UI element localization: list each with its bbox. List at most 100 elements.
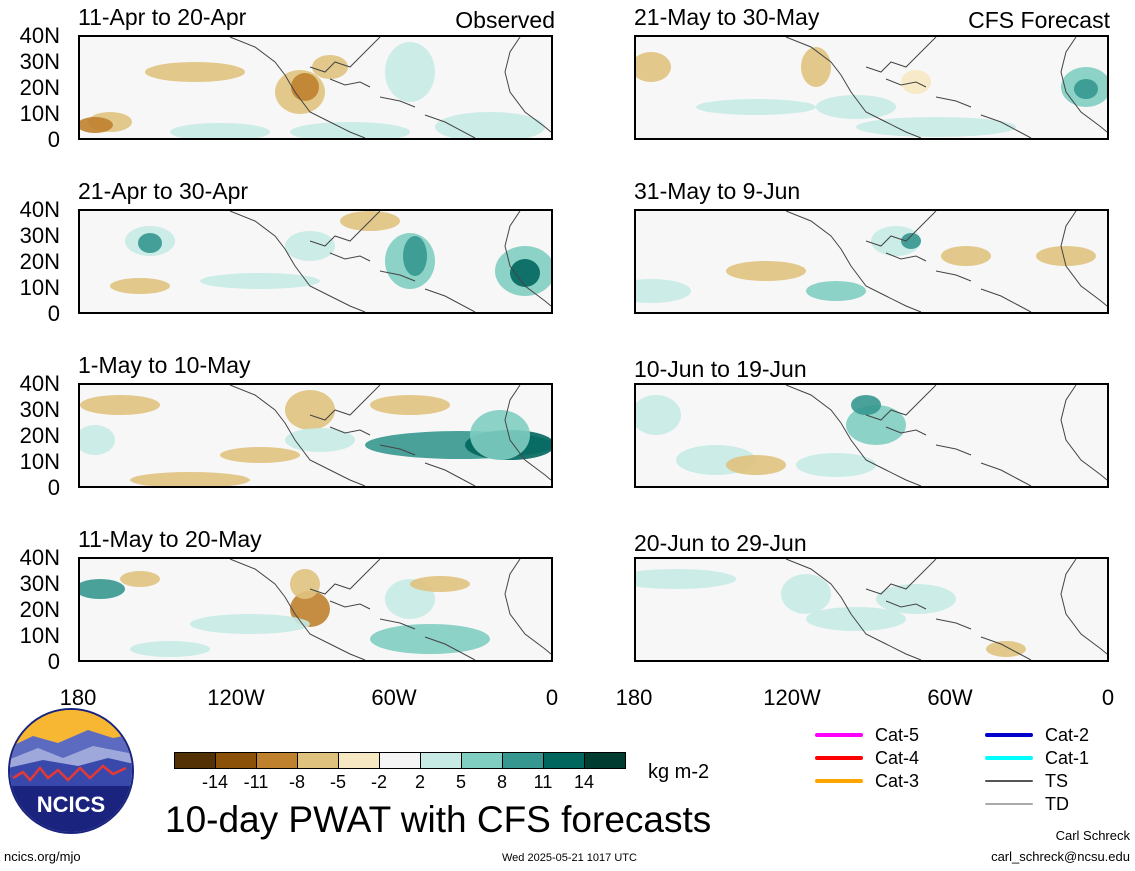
legend-label: TD xyxy=(1045,794,1069,814)
lat-label: 30N xyxy=(19,397,60,422)
colorbar-swatch xyxy=(584,752,626,769)
footer-timestamp: Wed 2025-05-21 1017 UTC xyxy=(502,852,637,864)
anomaly-blob xyxy=(510,259,540,287)
coastline xyxy=(329,426,371,436)
coastline xyxy=(379,96,416,108)
panel-tag: Observed xyxy=(455,7,555,33)
coastline xyxy=(424,288,476,312)
colorbar-label: 14 xyxy=(573,772,595,792)
anomaly-blob xyxy=(130,472,250,486)
colorbar-swatch xyxy=(543,752,585,769)
legend-label: Cat-2 xyxy=(1045,725,1090,745)
coastline xyxy=(309,559,381,595)
footer-author: Carl Schreck xyxy=(1055,828,1130,843)
legend-swatch xyxy=(815,756,863,760)
lat-label: 20N xyxy=(19,423,60,448)
coastline xyxy=(865,37,937,73)
map-field xyxy=(80,37,551,138)
lat-label: 40N xyxy=(19,545,60,570)
map-field xyxy=(636,559,1107,660)
anomaly-blob xyxy=(796,453,876,477)
legend-swatch xyxy=(815,733,863,737)
coastline xyxy=(980,288,1032,312)
coastline xyxy=(865,385,937,421)
coastline xyxy=(885,252,927,262)
coastline xyxy=(1060,37,1107,133)
coastline xyxy=(935,618,972,630)
coastline xyxy=(785,385,922,486)
panel-title: 11-Apr to 20-Apr xyxy=(78,4,247,30)
lat-label: 0 xyxy=(47,649,60,674)
anomaly-blob xyxy=(941,246,991,266)
lat-label: 0 xyxy=(47,475,60,500)
logo-text: NCICS xyxy=(36,792,106,817)
lon-label: 0 xyxy=(545,685,559,710)
coastline xyxy=(935,444,972,456)
coastline xyxy=(309,385,381,421)
anomaly-blob xyxy=(986,641,1026,657)
pwat-map xyxy=(78,35,553,140)
lat-label: 10N xyxy=(19,101,60,126)
anomaly-blob xyxy=(726,261,806,281)
anomaly-blob xyxy=(636,395,681,435)
anomaly-blob xyxy=(816,95,896,119)
map-field xyxy=(110,211,551,312)
lat-label: 30N xyxy=(19,571,60,596)
legend-label: TS xyxy=(1045,771,1069,791)
anomaly-blob xyxy=(138,233,162,253)
map-field xyxy=(80,559,551,660)
anomaly-blob xyxy=(190,614,310,634)
anomaly-blob xyxy=(80,425,115,455)
coastline xyxy=(329,78,371,88)
colorbar-swatch xyxy=(379,752,421,769)
panel-title: 31-May to 9-Jun xyxy=(634,178,801,204)
footer-url: ncics.org/mjo xyxy=(4,849,81,864)
panel-tag: CFS Forecast xyxy=(968,7,1110,33)
legend-swatch xyxy=(985,756,1033,760)
footer-email: carl_schreck@ncsu.edu xyxy=(991,849,1130,864)
lon-label: 0 xyxy=(1101,685,1115,710)
anomaly-blob xyxy=(851,395,881,415)
anomaly-blob xyxy=(856,117,1016,137)
lat-label: 10N xyxy=(19,623,60,648)
colorbar-units: kg m-2 xyxy=(648,761,710,783)
lat-label: 10N xyxy=(19,275,60,300)
coastline xyxy=(935,96,972,108)
colorbar-label: -8 xyxy=(288,772,305,792)
ncics-logo: NCICS xyxy=(8,708,134,834)
coastline xyxy=(309,211,381,247)
colorbar-label: 8 xyxy=(496,772,507,792)
colorbar-label: -2 xyxy=(370,772,387,792)
main-title: 10-day PWAT with CFS forecasts xyxy=(165,799,712,840)
colorbar-swatch xyxy=(297,752,339,769)
anomaly-blob xyxy=(130,641,210,657)
lat-label: 40N xyxy=(19,371,60,396)
anomaly-blob xyxy=(806,281,866,301)
anomaly-blob xyxy=(285,231,335,261)
coastline xyxy=(424,114,476,138)
legend-swatch xyxy=(985,733,1033,737)
lat-label: 20N xyxy=(19,597,60,622)
coastline xyxy=(504,559,551,655)
anomaly-blob xyxy=(726,455,786,475)
coastline xyxy=(885,426,927,436)
pwat-map xyxy=(78,209,553,314)
anomaly-blob xyxy=(636,52,671,82)
anomaly-blob xyxy=(901,233,921,249)
coastline xyxy=(885,600,927,610)
anomaly-blob xyxy=(801,47,831,87)
anomaly-blob xyxy=(876,584,956,614)
anomaly-blob xyxy=(220,447,300,463)
coastline xyxy=(785,559,922,660)
colorbar-swatch xyxy=(256,752,298,769)
map-field xyxy=(636,385,1107,486)
legend-label: Cat-1 xyxy=(1045,748,1090,768)
colorbar-swatch xyxy=(420,752,462,769)
lat-label: 0 xyxy=(47,301,60,326)
anomaly-blob xyxy=(385,42,435,102)
lat-label: 40N xyxy=(19,23,60,48)
colorbar-label: 11 xyxy=(533,772,553,792)
anomaly-blob xyxy=(636,569,736,589)
coastline xyxy=(865,211,937,247)
lon-label: 120W xyxy=(207,685,265,710)
